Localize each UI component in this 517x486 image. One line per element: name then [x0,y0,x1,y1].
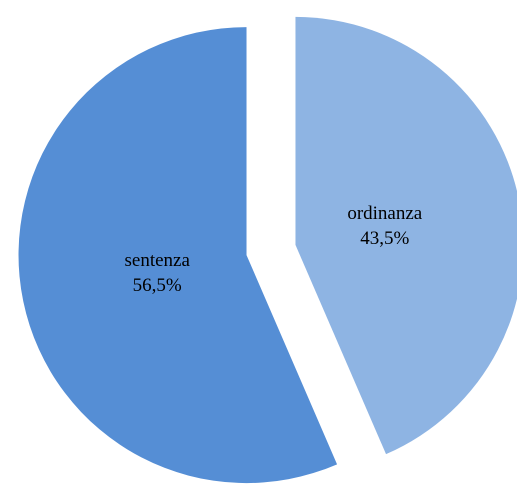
slice-value-label: 43,5% [360,228,409,249]
slice-label: ordinanza [347,203,422,224]
slice-value-label: 56,5% [133,275,182,296]
pie-slice [18,27,338,484]
slice-label: sentenza [125,250,191,271]
pie-slice [295,16,517,455]
